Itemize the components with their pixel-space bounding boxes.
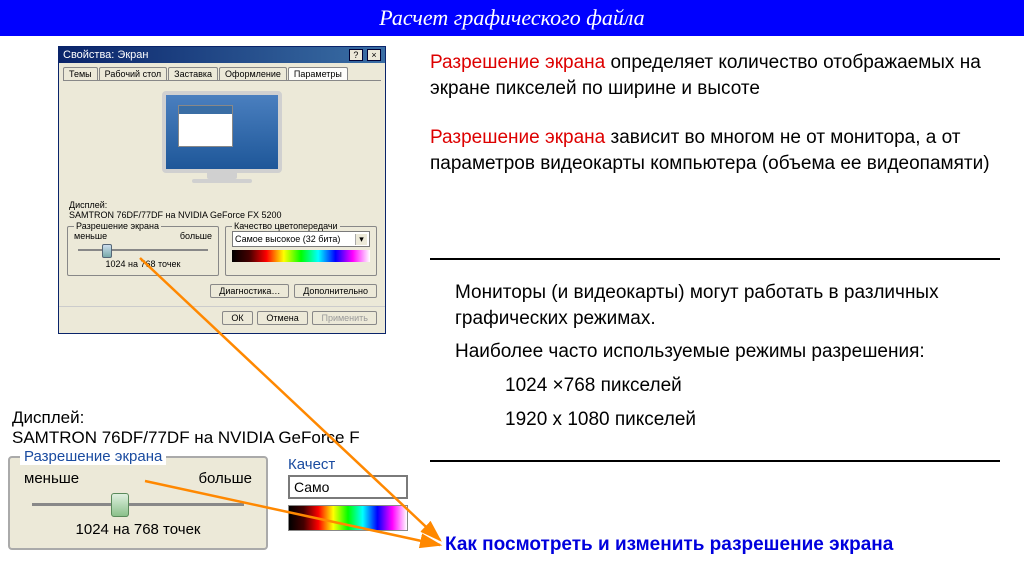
res-less-label: меньше — [74, 231, 107, 241]
resolution-slider[interactable] — [74, 243, 212, 257]
para-4: Наиболее часто используемые режимы разре… — [455, 339, 1000, 365]
zoom-display-label: Дисплей: — [8, 408, 423, 428]
dialog-button-row-2: ОК Отмена Применить — [59, 306, 385, 333]
spectrum-icon — [232, 250, 370, 262]
display-label: Дисплей: SAMTRON 76DF/77DF на NVIDIA GeF… — [59, 198, 385, 222]
zoom-color-title: Качест — [288, 456, 408, 473]
explanation-text: Разрешение экрана определяет количество … — [430, 50, 1000, 185]
properties-dialog: Свойства: Экран ? × Темы Рабочий стол За… — [58, 46, 386, 334]
dialog-screenshot: Свойства: Экран ? × Темы Рабочий стол За… — [58, 46, 398, 334]
monitor-preview — [59, 81, 385, 198]
res-2: 1920 х 1080 пикселей — [455, 407, 1000, 433]
zoom-spectrum-icon — [288, 505, 408, 531]
para-3: Мониторы (и видеокарты) могут работать в… — [455, 280, 1000, 331]
cancel-button[interactable]: Отмена — [257, 311, 307, 325]
res-1: 1024 ×768 пикселей — [455, 373, 1000, 399]
window-titlebar: Свойства: Экран ? × — [59, 47, 385, 63]
zoom-fragment: Дисплей: SAMTRON 76DF/77DF на NVIDIA GeF… — [8, 408, 423, 550]
advanced-button[interactable]: Дополнительно — [294, 284, 377, 298]
zoom-color-value: Само — [288, 475, 408, 499]
apply-button[interactable]: Применить — [312, 311, 377, 325]
tab-screensaver[interactable]: Заставка — [168, 67, 218, 80]
tab-desktop[interactable]: Рабочий стол — [99, 67, 168, 80]
ok-button[interactable]: ОК — [222, 311, 252, 325]
zoom-res-less: меньше — [24, 470, 79, 487]
res-more-label: больше — [180, 231, 212, 241]
color-group-title: Качество цветопередачи — [232, 221, 340, 231]
zoom-res-title: Разрешение экрана — [20, 448, 166, 465]
monitor-frame-icon — [162, 91, 282, 173]
color-combo[interactable]: Самое высокое (32 бита) ▾ — [232, 231, 370, 247]
zoom-resolution-group: Разрешение экрана меньше больше 1024 на … — [8, 456, 268, 550]
dialog-button-row-1: Диагностика… Дополнительно — [59, 280, 385, 306]
help-icon[interactable]: ? — [349, 49, 363, 61]
zoom-res-value: 1024 на 768 точек — [24, 521, 252, 538]
zoom-res-more: больше — [198, 470, 252, 487]
tab-settings[interactable]: Параметры — [288, 67, 348, 80]
zoom-display-name: SAMTRON 76DF/77DF на NVIDIA GeForce F — [8, 428, 423, 448]
slide-title: Расчет графического файла — [0, 0, 1024, 36]
para-2: Разрешение экрана зависит во многом не о… — [430, 125, 1000, 176]
divider-2 — [430, 460, 1000, 462]
slider-thumb-icon[interactable] — [102, 244, 112, 258]
color-group: Качество цветопередачи Самое высокое (32… — [225, 226, 377, 276]
tab-themes[interactable]: Темы — [63, 67, 98, 80]
explanation-text-2: Мониторы (и видеокарты) могут работать в… — [455, 280, 1000, 440]
diagnostics-button[interactable]: Диагностика… — [210, 284, 289, 298]
zoom-resolution-slider[interactable] — [24, 489, 252, 519]
window-title: Свойства: Экран — [63, 49, 148, 61]
zoom-color-group: Качест Само — [288, 456, 408, 531]
window-buttons: ? × — [348, 49, 381, 61]
resolution-group-title: Разрешение экрана — [74, 221, 161, 231]
resolution-value: 1024 на 768 точек — [74, 259, 212, 269]
divider-1 — [430, 258, 1000, 260]
chevron-down-icon[interactable]: ▾ — [355, 234, 367, 245]
color-value: Самое высокое (32 бита) — [235, 234, 340, 244]
how-to-label: Как посмотреть и изменить разрешение экр… — [445, 534, 893, 556]
zoom-slider-thumb-icon[interactable] — [111, 493, 129, 517]
tab-appearance[interactable]: Оформление — [219, 67, 287, 80]
close-icon[interactable]: × — [367, 49, 381, 61]
dialog-tabs: Темы Рабочий стол Заставка Оформление Па… — [63, 67, 381, 81]
display-name: SAMTRON 76DF/77DF на NVIDIA GeForce FX 5… — [69, 210, 282, 220]
resolution-group: Разрешение экрана меньше больше 1024 на … — [67, 226, 219, 276]
para-1: Разрешение экрана определяет количество … — [430, 50, 1000, 101]
para-2-red: Разрешение экрана — [430, 127, 605, 148]
para-1-red: Разрешение экрана — [430, 52, 605, 73]
